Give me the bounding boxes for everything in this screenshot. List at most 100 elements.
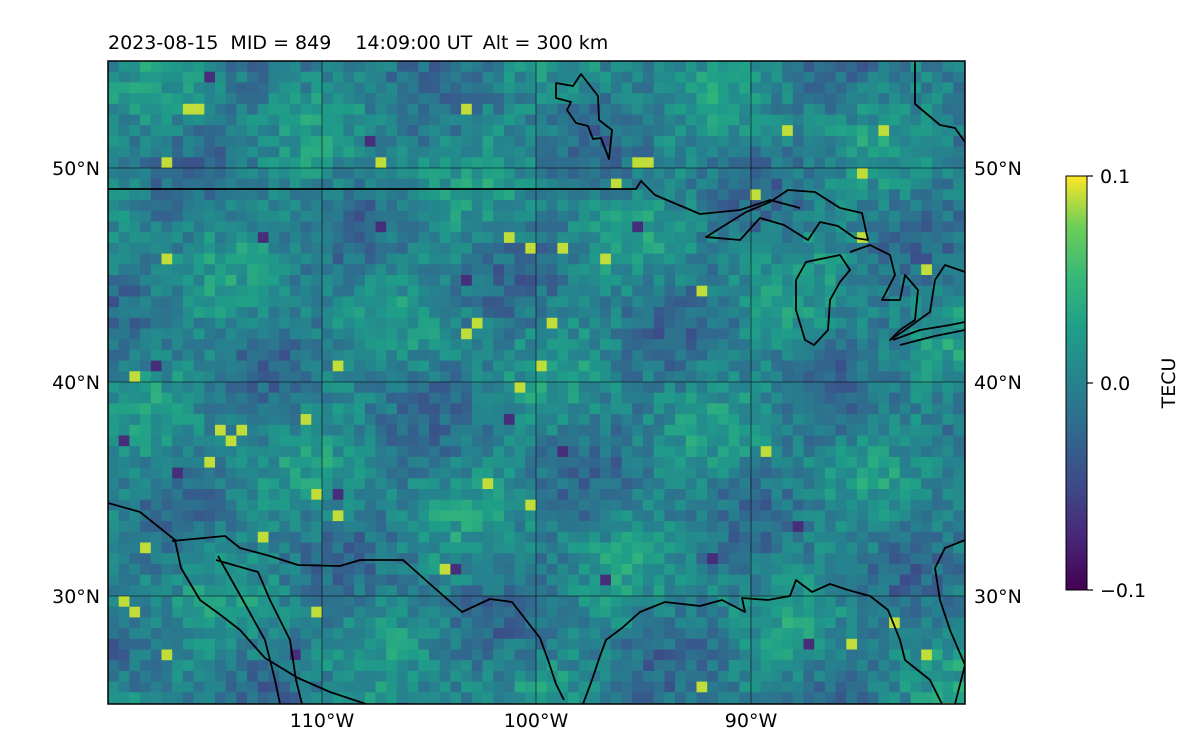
- tec-cell: [953, 135, 965, 148]
- tec-cell: [236, 317, 248, 330]
- tec-cell: [707, 71, 719, 83]
- tec-cell: [653, 339, 665, 351]
- tec-cell: [439, 606, 451, 618]
- tec-cell: [471, 178, 484, 190]
- tec-cell: [493, 467, 505, 479]
- tec-cell: [525, 553, 537, 565]
- tec-cell: [129, 135, 141, 148]
- tec-cell: [653, 146, 665, 158]
- tec-cell: [407, 424, 419, 437]
- tec-cell: [546, 360, 558, 372]
- tec-cell: [643, 435, 655, 447]
- tec-cell: [921, 585, 933, 597]
- tec-cell: [536, 328, 548, 340]
- tec-cell: [664, 178, 676, 190]
- tec-cell: [889, 210, 901, 223]
- tec-cell: [322, 521, 334, 533]
- tec-cell: [707, 478, 719, 490]
- tec-cell: [332, 585, 344, 597]
- tec-cell: [129, 510, 141, 522]
- tec-cell: [354, 221, 366, 233]
- tec-cell: [236, 371, 248, 383]
- tec-cell: [204, 328, 216, 340]
- tec-cell: [931, 275, 944, 287]
- tec-cell: [632, 414, 644, 426]
- tec-cell: [514, 531, 526, 544]
- tec-cell: [653, 264, 665, 276]
- tec-cell: [846, 382, 858, 394]
- tec-cell: [728, 414, 740, 426]
- tec-cell: [632, 553, 644, 565]
- tec-cell: [878, 628, 890, 640]
- tec-cell: [375, 382, 387, 394]
- tec-cell: [675, 531, 687, 544]
- tec-cell: [953, 478, 965, 490]
- tec-cell: [878, 574, 890, 586]
- tec-cell: [161, 382, 173, 394]
- tec-cell: [632, 103, 644, 116]
- tec-cell: [161, 221, 173, 233]
- tec-cell: [739, 489, 751, 501]
- tec-cell: [685, 574, 698, 586]
- tec-cell: [771, 553, 783, 565]
- tec-cell: [289, 103, 302, 116]
- tec-cell: [953, 606, 965, 618]
- tec-cell: [653, 531, 665, 544]
- tec-cell: [546, 275, 558, 287]
- tec-cell: [225, 82, 237, 94]
- tec-cell: [300, 221, 312, 233]
- tec-cell: [899, 606, 912, 618]
- tec-cell: [493, 349, 505, 362]
- tec-cell: [632, 563, 644, 576]
- tec-cell: [461, 242, 473, 255]
- tec-cell: [557, 200, 569, 212]
- tec-cell: [717, 660, 730, 672]
- tec-cell: [257, 157, 270, 169]
- tec-cell: [247, 71, 259, 83]
- tec-cell: [471, 628, 484, 640]
- tec-cell: [707, 489, 719, 501]
- tec-cell: [878, 660, 890, 672]
- tec-cell: [129, 253, 141, 265]
- tec-cell: [568, 103, 580, 116]
- tec-cell: [279, 253, 291, 265]
- tec-cell: [204, 489, 216, 501]
- tec-cell: [685, 317, 698, 330]
- tec-cell: [771, 403, 783, 415]
- tec-cell: [878, 681, 890, 693]
- tec-cell: [247, 221, 259, 233]
- tec-cell: [750, 275, 762, 287]
- tec-cell: [193, 317, 205, 330]
- tec-cell: [589, 328, 601, 340]
- tec-cell: [771, 392, 783, 404]
- tec-cell: [311, 670, 323, 683]
- tec-cell: [193, 531, 205, 544]
- tec-cell: [332, 692, 344, 704]
- tec-cell: [557, 446, 569, 458]
- tec-cell: [782, 467, 794, 479]
- tec-cell: [236, 638, 248, 651]
- tec-cell: [182, 135, 195, 148]
- tec-cell: [386, 349, 398, 362]
- tec-cell: [172, 382, 184, 394]
- tec-cell: [921, 61, 933, 73]
- tec-cell: [546, 168, 558, 180]
- tec-cell: [931, 392, 944, 404]
- tec-cell: [867, 467, 879, 479]
- tec-cell: [846, 242, 858, 255]
- tec-cell: [643, 489, 655, 501]
- tec-cell: [161, 510, 173, 522]
- tec-cell: [247, 382, 259, 394]
- tec-cell: [193, 103, 205, 116]
- tec-cell: [332, 489, 344, 501]
- tec-cell: [557, 82, 569, 94]
- tec-cell: [300, 382, 312, 394]
- tec-cell: [257, 596, 270, 608]
- tec-cell: [824, 93, 837, 105]
- tec-cell: [289, 285, 302, 297]
- tec-cell: [514, 135, 526, 148]
- tec-cell: [632, 456, 644, 469]
- tec-cell: [161, 499, 173, 511]
- tec-cell: [204, 93, 216, 105]
- tec-cell: [193, 157, 205, 169]
